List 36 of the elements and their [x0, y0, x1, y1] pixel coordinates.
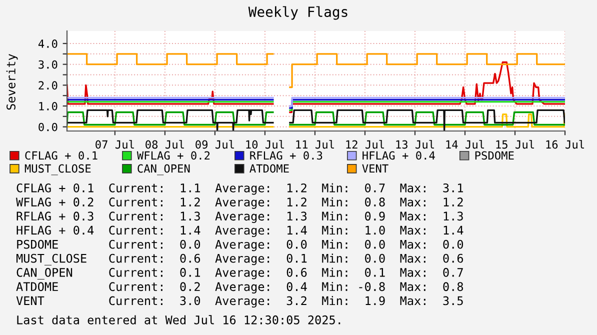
x-tick-label: 09 Jul [196, 140, 234, 149]
legend-label: MUST_CLOSE [24, 164, 91, 176]
y-tick-label: 4.0 [38, 40, 58, 48]
text: RFLAG + 0.3 Current: 1.3 Average: 1.3 Min: 0.9 Max: 1.3 [16, 211, 463, 223]
text: CAN_OPEN Current: 0.1 Average: 0.6 Min: 0.1 Max: 0.7 [16, 268, 463, 280]
x-tick-label: 16 Jul [546, 140, 584, 149]
y-tick-label: 1.0 [39, 102, 58, 110]
x-tick-label: 12 Jul [346, 140, 384, 149]
text: Last data entered at Wed Jul 16 12:30:05 2025. [17, 315, 340, 324]
y-tick-label: 2.0 [38, 81, 58, 90]
x-tick-label: 07 Jul [96, 140, 134, 149]
y-tick-label: 3.0 [38, 60, 58, 69]
legend-label: CAN_OPEN [138, 164, 190, 176]
x-tick-label: 14 Jul [446, 140, 484, 149]
legend-label: PSDOME [475, 151, 514, 160]
x-tick-label: 13 Jul [396, 140, 434, 149]
x-tick-label: 10 Jul [246, 140, 284, 149]
text: ATDOME Current: 0.2 Average: 0.4 Min: -0.8 Max: 0.8 [16, 282, 464, 294]
legend-label: VENT [362, 164, 388, 173]
text: CFLAG + 0.1 Current: 1.1 Average: 1.2 Min: 0.7 Max: 3.1 [16, 183, 463, 195]
y-tick-label: 0.0 [38, 122, 58, 132]
legend-label: HFLAG + 0.4 [362, 151, 435, 160]
y-axis-title: Severity [6, 54, 18, 110]
text: MUST_CLOSE Current: 0.6 Average: 0.1 Min: 0.0 Max: 0.6 [16, 254, 464, 266]
legend-label: ATDOME [250, 164, 289, 173]
legend-label: CFLAG + 0.1 [25, 151, 98, 160]
x-tick-label: 15 Jul [496, 140, 534, 149]
x-tick-label: 11 Jul [296, 140, 334, 149]
chart-title: Weekly Flags [248, 6, 348, 20]
legend-label: WFLAG + 0.2 [136, 151, 210, 160]
text: HFLAG + 0.4 Current: 1.4 Average: 1.4 Min: 1.0 Max: 1.4 [16, 226, 464, 238]
x-tick-label: 08 Jul [146, 140, 184, 149]
text: VENT Current: 3.0 Average: 3.2 Min: 1.9 Max: 3.5 [16, 296, 463, 308]
text: WFLAG + 0.2 Current: 1.2 Average: 1.2 Min: 0.8 Max: 1.2 [16, 197, 463, 209]
text: PSDOME Current: 0.0 Average: 0.0 Min: 0.0 Max: 0.0 [17, 240, 464, 252]
legend-label: RFLAG + 0.3 [250, 151, 322, 160]
